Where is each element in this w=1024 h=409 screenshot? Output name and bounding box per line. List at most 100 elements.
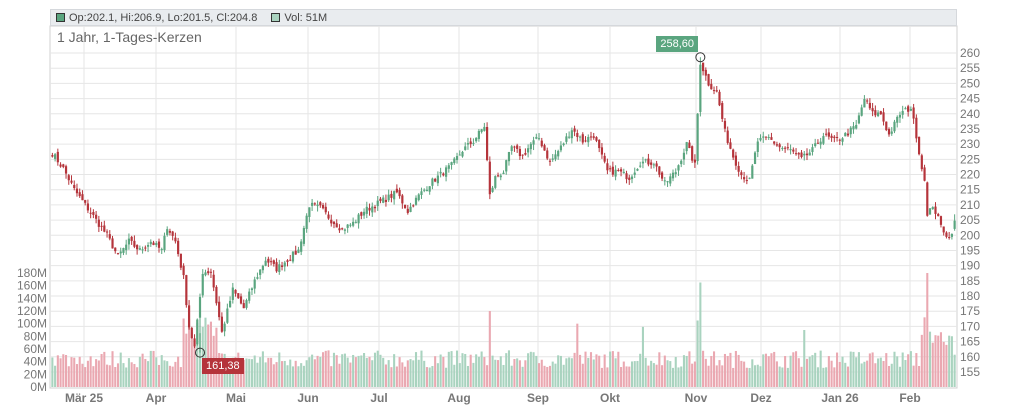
volume-bar <box>693 361 696 387</box>
candle-body <box>901 111 904 115</box>
volume-bar <box>149 350 152 387</box>
candle-body <box>696 113 699 162</box>
volume-bar <box>97 360 100 387</box>
volume-bar <box>302 365 305 387</box>
candle-body <box>871 108 874 112</box>
volume-bar <box>841 356 844 387</box>
volume-bar <box>289 359 292 387</box>
candle-body <box>114 247 117 252</box>
candle-body <box>811 147 814 152</box>
candle-body <box>365 206 368 214</box>
candle-body <box>669 176 672 184</box>
candle-body <box>554 154 557 160</box>
volume-bar <box>548 365 552 387</box>
candle-body <box>885 121 888 131</box>
volume-bar <box>505 353 508 387</box>
candle-body <box>371 206 374 213</box>
volume-bar <box>893 351 896 387</box>
volume-bar <box>283 360 286 387</box>
volume-bar <box>931 342 934 387</box>
volume-bar <box>447 351 450 387</box>
month-label: Nov <box>685 391 708 405</box>
volume-bar <box>759 366 762 387</box>
volume-bar <box>874 363 877 387</box>
volume-bar <box>291 366 295 387</box>
volume-bar <box>100 353 103 387</box>
volume-bar <box>166 361 169 387</box>
volume-bar <box>78 356 81 387</box>
volume-bar <box>248 358 251 387</box>
candle-body <box>879 111 882 115</box>
candle-body <box>190 327 193 339</box>
volume-bar <box>425 367 428 387</box>
month-label: Jan 26 <box>821 391 859 405</box>
volume-bar <box>193 346 196 387</box>
volume-bar <box>335 355 338 387</box>
candle-body <box>379 198 382 201</box>
volume-bar <box>743 361 746 387</box>
candle-body <box>234 289 237 294</box>
volume-bar <box>819 350 822 387</box>
volume-bar <box>177 356 180 387</box>
candle-body <box>444 167 448 177</box>
volume-bar <box>59 358 62 387</box>
candle-body <box>144 247 147 249</box>
volume-bar <box>174 361 177 387</box>
volume-bar <box>844 362 847 387</box>
candle-body <box>428 186 431 192</box>
candle-body <box>655 163 658 167</box>
candle-body <box>770 137 773 140</box>
candle-body <box>931 207 934 210</box>
volume-bar <box>155 357 158 387</box>
candle-body <box>920 155 923 170</box>
volume-bar <box>904 360 907 387</box>
volume-bar <box>207 324 210 387</box>
candle-body <box>630 176 634 180</box>
candle-body <box>226 308 229 323</box>
volume-bar <box>116 363 120 387</box>
volume-bar <box>655 364 658 387</box>
volume-bar <box>379 354 382 387</box>
candle-body <box>455 156 459 160</box>
volume-bar <box>915 353 918 387</box>
candle-body <box>395 188 398 193</box>
candle-body <box>168 230 172 233</box>
candle-body <box>272 260 275 264</box>
candle-body <box>127 238 131 245</box>
candle-body <box>212 274 215 288</box>
volume-bar <box>603 354 606 387</box>
volume-bar <box>707 365 710 387</box>
candle-body <box>220 316 223 332</box>
volume-bar <box>529 351 532 387</box>
candle-body <box>409 206 412 212</box>
volume-bar <box>546 366 549 387</box>
volume-bar <box>294 360 297 387</box>
candle-body <box>928 208 932 215</box>
volume-bar <box>636 360 639 387</box>
month-label: Aug <box>447 391 470 405</box>
candle-body <box>149 241 152 245</box>
volume-bar <box>808 356 811 387</box>
volume-bar <box>797 358 800 387</box>
candle-body <box>592 136 595 138</box>
candle-body <box>712 90 716 92</box>
candle-body <box>477 130 480 139</box>
candle-body <box>398 190 401 197</box>
price-tick-label: 215 <box>960 183 980 197</box>
volume-bar <box>857 352 860 387</box>
candle-body <box>116 253 120 255</box>
volume-bar <box>825 367 828 387</box>
candle-body <box>122 247 125 253</box>
candle-body <box>125 244 128 251</box>
volume-bar <box>751 359 754 387</box>
volume-bar <box>781 367 784 387</box>
volume-bar <box>595 354 598 387</box>
volume-bar <box>775 361 778 387</box>
candle-body <box>792 149 795 152</box>
volume-bar <box>800 366 803 387</box>
volume-bar <box>513 358 516 387</box>
volume-bar <box>628 366 631 387</box>
candle-body <box>912 107 915 119</box>
volume-bar <box>472 362 475 387</box>
